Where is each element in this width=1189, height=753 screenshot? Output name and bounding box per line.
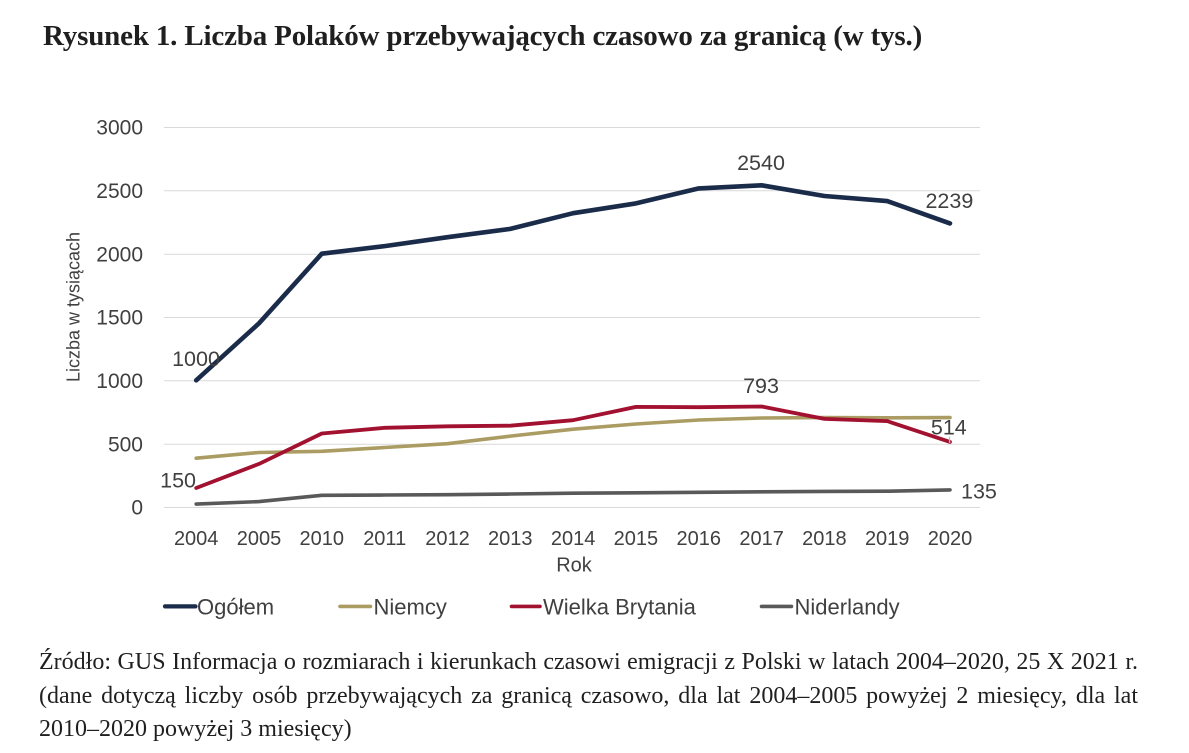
svg-text:2012: 2012 (425, 528, 470, 550)
svg-text:2016: 2016 (677, 528, 722, 550)
svg-text:2011: 2011 (363, 528, 406, 550)
svg-text:Rok: Rok (556, 555, 593, 577)
svg-text:2013: 2013 (488, 528, 533, 550)
svg-text:Wielka Brytania: Wielka Brytania (543, 594, 697, 619)
svg-text:2018: 2018 (802, 528, 847, 550)
svg-text:2014: 2014 (551, 528, 596, 550)
svg-text:2540: 2540 (737, 151, 785, 175)
svg-text:2000: 2000 (96, 243, 143, 266)
svg-text:2020: 2020 (928, 528, 973, 550)
svg-text:0: 0 (131, 497, 143, 520)
svg-text:Ogółem: Ogółem (197, 594, 274, 619)
svg-text:793: 793 (743, 374, 779, 398)
svg-text:Niemcy: Niemcy (374, 594, 447, 619)
svg-text:1500: 1500 (96, 307, 143, 330)
svg-text:2239: 2239 (925, 189, 973, 213)
svg-text:2500: 2500 (96, 180, 143, 203)
svg-text:Liczba w tysiącach: Liczba w tysiącach (64, 232, 84, 382)
svg-text:500: 500 (108, 433, 143, 456)
svg-text:Niderlandy: Niderlandy (795, 594, 900, 619)
svg-text:135: 135 (961, 480, 997, 504)
svg-text:2017: 2017 (739, 528, 784, 550)
svg-text:2004: 2004 (174, 528, 219, 550)
svg-text:2005: 2005 (237, 528, 282, 550)
svg-text:2015: 2015 (614, 528, 659, 550)
svg-text:3000: 3000 (96, 117, 143, 140)
svg-text:1000: 1000 (96, 370, 143, 393)
svg-text:514: 514 (931, 416, 967, 440)
svg-text:1000: 1000 (172, 347, 220, 371)
svg-text:150: 150 (160, 469, 196, 493)
svg-text:2019: 2019 (865, 528, 910, 550)
svg-text:2010: 2010 (300, 528, 345, 550)
